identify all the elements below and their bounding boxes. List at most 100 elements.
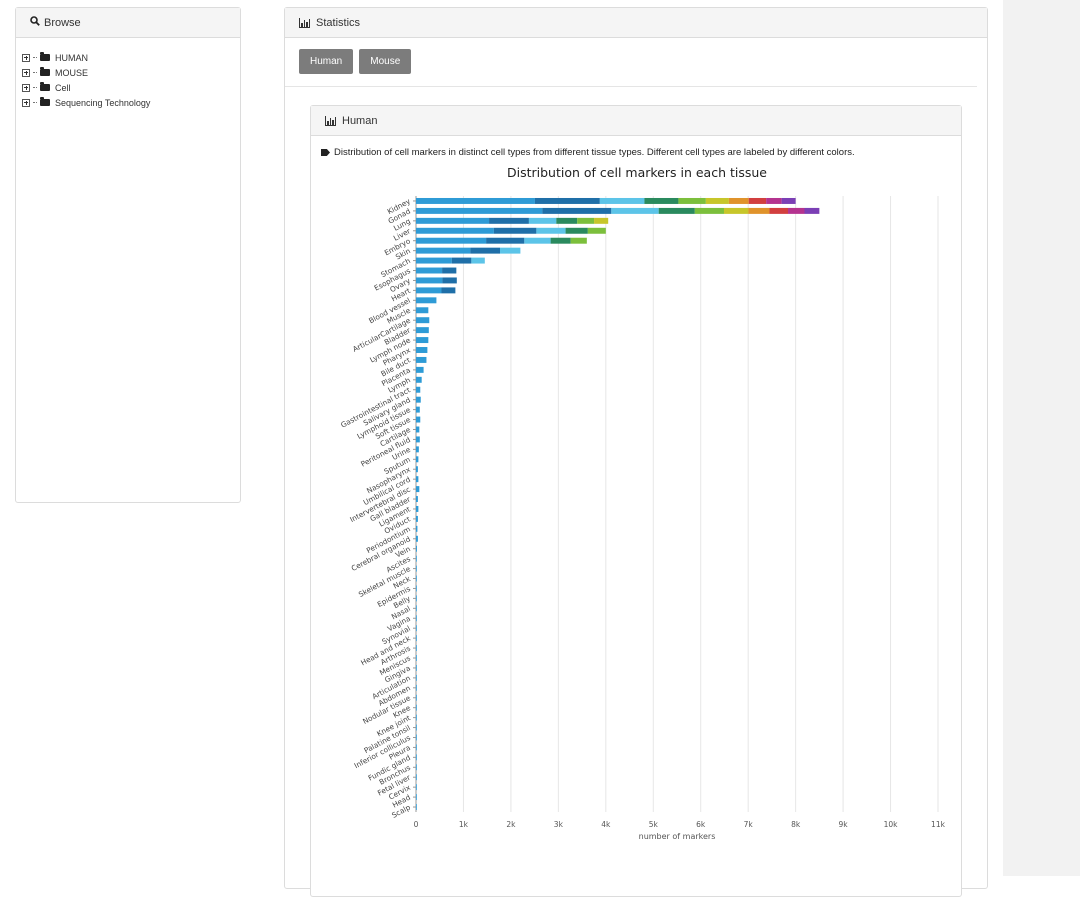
- bar-segment: [416, 207, 543, 214]
- bar-segment: [442, 267, 457, 274]
- bar-segment: [441, 287, 456, 294]
- bar-segment: [416, 356, 427, 363]
- bar-segment: [416, 227, 494, 234]
- bar-segment: [416, 446, 419, 453]
- tree-connector: [33, 57, 37, 58]
- right-gutter: [1003, 0, 1080, 876]
- tree-item-label[interactable]: MOUSE: [55, 67, 89, 78]
- bar-segment: [416, 794, 417, 801]
- tree-item-sequencing-technology[interactable]: Sequencing Technology: [22, 95, 240, 110]
- bar-chart-icon: [325, 115, 336, 126]
- bar-segment: [489, 217, 529, 224]
- bar-segment: [599, 197, 645, 204]
- bar-segment: [556, 217, 578, 224]
- bar-segment: [416, 406, 420, 413]
- bar-segment: [416, 247, 471, 254]
- marker-distribution-chart: Distribution of cell markers in each tis…: [339, 165, 946, 841]
- tree-item-cell[interactable]: Cell: [22, 80, 240, 95]
- bar-segment: [416, 347, 428, 353]
- x-tick-label: 5k: [649, 820, 659, 829]
- bar-segment: [416, 605, 417, 612]
- folder-icon: [40, 67, 50, 76]
- folder-icon: [40, 97, 50, 106]
- x-tick-label: 6k: [696, 820, 706, 829]
- bar-segment: [416, 595, 417, 602]
- tree-item-label[interactable]: Sequencing Technology: [55, 97, 151, 108]
- bar-segment: [416, 317, 430, 324]
- bar-segment: [748, 197, 767, 204]
- bar-segment: [804, 207, 820, 214]
- human-panel-title: Human: [342, 114, 378, 127]
- bar-segment: [416, 615, 417, 622]
- bar-segment: [611, 207, 659, 214]
- bar-segment: [416, 744, 417, 751]
- expand-icon[interactable]: [22, 98, 30, 107]
- browse-header: Browse: [16, 8, 240, 38]
- bar-segment: [416, 515, 418, 522]
- bar-segment: [416, 535, 418, 542]
- tree-item-mouse[interactable]: MOUSE: [22, 65, 240, 80]
- bar-segment: [416, 237, 487, 244]
- bar-segment: [416, 436, 420, 443]
- x-tick-label: 8k: [791, 820, 801, 829]
- statistics-title: Statistics: [316, 16, 361, 29]
- x-tick-label: 2k: [506, 820, 516, 829]
- bar-segment: [416, 416, 421, 423]
- expand-icon[interactable]: [22, 68, 30, 77]
- bar-segment: [416, 714, 417, 721]
- human-chart-panel: Human Distribution of cell markers in di…: [310, 105, 962, 897]
- bar-segment: [416, 456, 419, 463]
- bar-segment: [471, 257, 485, 264]
- bar-segment: [416, 704, 417, 711]
- bar-segment: [416, 486, 420, 493]
- bar-segment: [570, 237, 587, 244]
- chart-title: Distribution of cell markers in each tis…: [507, 165, 767, 180]
- search-icon: [30, 16, 40, 29]
- bar-segment: [416, 277, 443, 284]
- browse-tree: HUMAN MOUSE Cell Sequencing Technology: [16, 38, 240, 110]
- bar-segment: [678, 197, 706, 204]
- tree-item-label[interactable]: Cell: [55, 82, 71, 93]
- folder-icon: [40, 52, 50, 61]
- bar-segment: [470, 247, 501, 254]
- bar-segment: [416, 337, 429, 344]
- x-tick-label: 11k: [931, 820, 946, 829]
- bar-segment: [416, 585, 417, 592]
- tree-item-label[interactable]: HUMAN: [55, 52, 88, 63]
- bar-segment: [694, 207, 724, 214]
- tree-connector: [33, 102, 37, 103]
- human-button[interactable]: Human: [299, 49, 354, 74]
- tree-connector: [33, 87, 37, 88]
- bar-segment: [416, 197, 535, 204]
- tree-connector: [33, 72, 37, 73]
- bar-segment: [416, 525, 418, 532]
- bar-segment: [416, 307, 429, 314]
- bar-segment: [542, 207, 612, 214]
- bar-segment: [442, 277, 457, 284]
- bar-segment: [416, 684, 417, 691]
- bar-segment: [416, 496, 418, 503]
- bar-segment: [416, 784, 417, 791]
- mouse-button[interactable]: Mouse: [359, 49, 412, 74]
- bar-segment: [416, 366, 424, 373]
- bar-segment: [416, 476, 419, 483]
- x-tick-label: 4k: [601, 820, 611, 829]
- bar-segment: [534, 197, 600, 204]
- bar-segment: [416, 575, 417, 582]
- bar-segment: [728, 197, 749, 204]
- x-axis-label: number of markers: [639, 832, 716, 841]
- bar-segment: [416, 505, 419, 512]
- bar-segment: [416, 804, 417, 811]
- expand-icon[interactable]: [22, 83, 30, 92]
- bar-segment: [416, 635, 417, 642]
- bar-segment: [536, 227, 566, 234]
- x-tick-label: 1k: [459, 820, 469, 829]
- bar-segment: [748, 207, 770, 214]
- bar-segment: [486, 237, 525, 244]
- expand-icon[interactable]: [22, 53, 30, 62]
- statistics-header: Statistics: [285, 8, 987, 38]
- tree-item-human[interactable]: HUMAN: [22, 50, 240, 65]
- bar-segment: [416, 625, 417, 632]
- x-tick-label: 3k: [554, 820, 564, 829]
- bar-segment: [416, 426, 420, 433]
